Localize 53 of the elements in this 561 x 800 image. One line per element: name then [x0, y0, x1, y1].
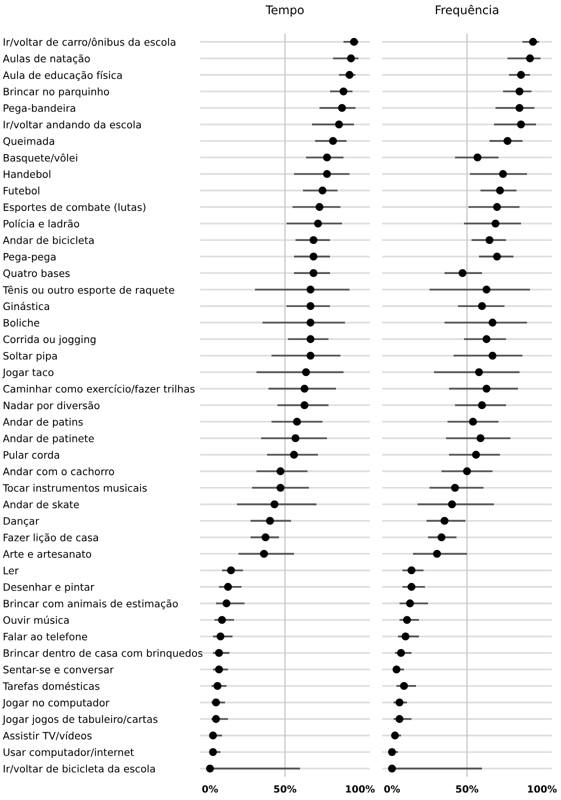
y-tick-label: Falar ao telefone	[4, 632, 88, 640]
y-tick-label: Basquete/vôlei	[4, 153, 78, 164]
y-tick-label: Andar de skate	[2, 500, 79, 508]
y-tick-label: Jogar taco	[2, 368, 54, 378]
y-tick-label: Arte e artesanato	[2, 550, 92, 558]
chart-title: Tempo	[266, 6, 304, 17]
y-tick-label: Nadar por diversão	[4, 401, 100, 412]
y-tick-label: Soltar pipa	[3, 352, 57, 362]
x-tick-label: 50%	[274, 785, 296, 793]
y-tick-label: Usar computador/internet	[4, 748, 134, 758]
y-tick-label: Pega-bandeira	[4, 104, 76, 114]
y-tick-label: Aula de educação física	[2, 70, 122, 81]
y-tick-label: Pega-pega	[4, 253, 56, 263]
y-tick-label: Fazer lição de casa	[4, 533, 98, 544]
y-tick-label: Ler	[4, 566, 19, 574]
y-tick-label: Andar de patinete	[2, 434, 94, 444]
y-tick-label: Andar de bicicleta	[2, 236, 94, 244]
y-tick-label: Ginástica	[3, 302, 50, 310]
y-tick-label: Ouvir música	[3, 616, 69, 624]
y-tick-label: Ir/voltar andando da escola	[4, 120, 141, 130]
y-tick-label: Dançar	[4, 517, 40, 527]
y-tick-label: Boliche	[4, 318, 40, 327]
y-tick-label: Pular corda	[4, 450, 60, 459]
x-tick-label: 50%	[456, 785, 478, 793]
y-tick-label: Polícia e ladrão	[4, 219, 80, 228]
y-tick-label: Tênis ou outro esporte de raquete	[2, 286, 174, 296]
y-tick-label: Corrida ou jogging	[3, 335, 96, 346]
y-tick-label: Futebol	[4, 186, 40, 194]
y-tick-label: Desenhar e pintar	[4, 583, 94, 593]
y-tick-label: Andar com o cachorro	[2, 467, 114, 476]
y-tick-label: Ir/voltar de carro/ônibus da escola	[4, 38, 176, 47]
x-tick-label: 0%	[202, 785, 218, 793]
chart-title: Frequência	[436, 4, 498, 17]
y-tick-label: Andar de patins	[2, 418, 83, 428]
y-tick-label: Jogar no computador	[2, 698, 110, 708]
y-tick-label: Esportes de combate (lutas)	[4, 203, 146, 213]
y-tick-label: Tocar instrumentos musicais	[2, 484, 147, 492]
y-tick-label: Aulas de natação	[2, 54, 90, 64]
y-tick-label: Brincar dentro de casa com brinquedos	[4, 649, 202, 659]
y-tick-label: Brincar com animais de estimação	[4, 599, 178, 610]
y-tick-label: Handebol	[4, 170, 50, 178]
y-tick-label: Sentar-se e conversar	[3, 666, 114, 674]
y-tick-label: Brincar no parquinho	[4, 88, 109, 98]
y-tick-label: Jogar jogos de tabuleiro/cartas	[2, 715, 158, 725]
x-tick-label: 0%	[384, 785, 400, 793]
y-tick-label: Caminhar como exercício/fazer trilhas	[3, 384, 195, 394]
y-tick-label: Assistir TV/vídeos	[2, 731, 92, 740]
y-tick-label: Tarefas domésticas	[2, 682, 100, 690]
y-tick-label: Ir/voltar de bicicleta da escola	[4, 764, 155, 774]
x-tick-label: 100%	[528, 785, 557, 793]
y-tick-label: Queimada	[3, 137, 54, 146]
y-tick-label: Quatro bases	[3, 269, 70, 278]
x-tick-label: 100%	[346, 785, 375, 793]
